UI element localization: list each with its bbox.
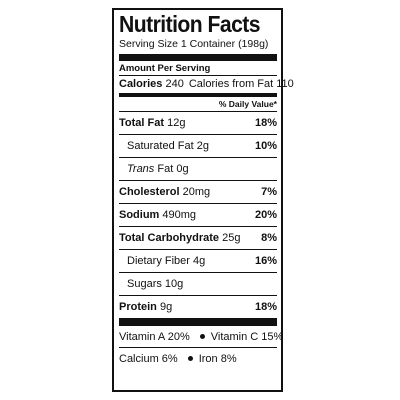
nutrient-row-trans-fat: Trans Fat 0g (119, 157, 277, 180)
nutrient-name: Trans (127, 163, 155, 175)
nutrient-amount: 4g (193, 255, 206, 267)
nutrient-row-sodium: Sodium 490mg 20% (119, 203, 277, 226)
calories-label: Calories (119, 78, 163, 90)
nutrient-amount: 9g (159, 301, 173, 313)
nutrition-facts-label: Nutrition Facts Serving Size 1 Container… (112, 8, 294, 392)
bullet-icon (199, 334, 205, 339)
vitamin-row: Vitamin A 20% Vitamin C 15% (119, 326, 283, 347)
amount-per-serving: Amount Per Serving (119, 63, 211, 74)
nutrient-row-protein: Protein 9g 18% (119, 295, 277, 318)
serving-size: Serving Size 1 Container (198g) (119, 38, 269, 50)
vitamin-c: Vitamin C 15% (210, 330, 284, 343)
nutrient-amount: 2g (196, 140, 209, 152)
nutrient-name: Total Carbohydrate (119, 232, 220, 244)
daily-value-header: % Daily Value* (218, 99, 277, 109)
nutrient-amount: 12g (167, 117, 186, 129)
calories-row: Calories 240 Calories from Fat 110 (119, 76, 294, 92)
vitamin-a: Vitamin A 20% (119, 330, 190, 343)
nutrient-dv: 10% (254, 140, 277, 152)
nutrient-row-total-carbohydrate: Total Carbohydrate 25g 8% (119, 226, 277, 249)
bullet-icon (187, 356, 193, 361)
nutrient-dv: 20% (254, 209, 277, 221)
medium-divider (119, 93, 277, 97)
calories-from-fat: Calories from Fat 110 (188, 78, 294, 90)
calories-value: 240 (165, 78, 184, 90)
nutrient-amount: 25g (222, 232, 241, 244)
nutrient-row-cholesterol: Cholesterol 20mg 7% (119, 180, 277, 203)
iron: Iron 8% (198, 352, 237, 365)
nutrient-dv: 16% (254, 255, 277, 267)
nutrient-dv: 18% (254, 301, 277, 313)
nutrient-name: Cholesterol (119, 186, 180, 198)
nutrient-amount: 10g (164, 278, 184, 290)
nutrient-name-suffix: Fat (157, 163, 174, 175)
nutrient-dv: 7% (261, 186, 277, 198)
nutrient-name: Protein (119, 301, 157, 313)
label-title: Nutrition Facts (119, 11, 261, 37)
nutrient-amount: 0g (176, 163, 189, 175)
thick-divider (119, 318, 277, 326)
nutrient-name: Dietary Fiber (127, 255, 190, 267)
nutrient-amount: 20mg (182, 186, 211, 198)
nutrient-name: Total Fat (119, 117, 165, 129)
thin-divider (119, 75, 277, 76)
nutrient-row-saturated-fat: Saturated Fat 2g 10% (119, 134, 277, 157)
nutrient-name: Sugars (127, 278, 162, 290)
nutrient-row-dietary-fiber: Dietary Fiber 4g 16% (119, 249, 277, 272)
nutrient-dv: 8% (261, 232, 277, 244)
calcium: Calcium 6% (119, 352, 178, 365)
nutrient-name: Saturated Fat (127, 140, 194, 152)
nutrient-row-sugars: Sugars 10g (119, 272, 277, 295)
nutrient-amount: 490mg (162, 209, 197, 221)
nutrient-dv: 18% (254, 117, 277, 129)
nutrient-name: Sodium (119, 209, 160, 221)
mineral-row: Calcium 6% Iron 8% (119, 347, 277, 369)
thick-divider (119, 54, 277, 61)
nutrient-row-total-fat: Total Fat 12g 18% (119, 111, 277, 134)
